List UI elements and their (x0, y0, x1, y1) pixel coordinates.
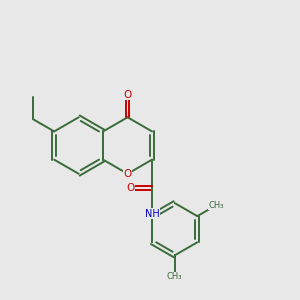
Text: O: O (127, 183, 135, 193)
Text: CH₃: CH₃ (208, 201, 224, 210)
Text: CH₃: CH₃ (167, 272, 182, 281)
Text: O: O (123, 169, 132, 179)
Text: O: O (123, 90, 132, 100)
Text: NH: NH (145, 209, 159, 219)
